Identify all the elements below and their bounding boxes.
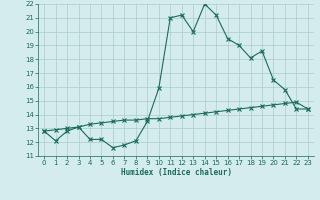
X-axis label: Humidex (Indice chaleur): Humidex (Indice chaleur): [121, 168, 231, 177]
